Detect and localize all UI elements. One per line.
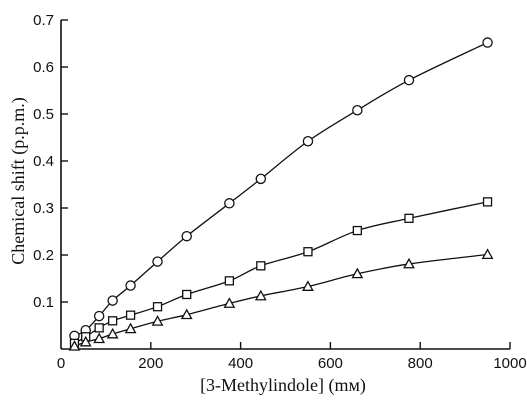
triangle-marker <box>79 335 92 347</box>
circle-marker <box>352 104 363 116</box>
y-tick-label: 0.1 <box>33 294 54 311</box>
square-marker <box>224 276 235 286</box>
axes: 0 200 400 600 800 1000 0.1 0.2 0.3 0.4 0.5 0.6 0.7 <box>33 12 527 372</box>
circle-marker <box>224 198 235 209</box>
square-marker <box>404 213 414 223</box>
y-tick-label: 0.4 <box>33 153 54 170</box>
fit-curves <box>74 41 488 347</box>
x-tick-label: 800 <box>408 355 433 372</box>
triangle-series-curve <box>74 253 488 347</box>
square-marker <box>94 323 104 333</box>
y-tick-label: 0.2 <box>33 247 54 264</box>
triangle-marker <box>68 340 81 351</box>
circle-marker <box>93 310 105 322</box>
triangle-marker <box>93 332 106 344</box>
circle-marker <box>482 37 493 48</box>
data-markers <box>68 37 494 351</box>
triangle-marker <box>180 308 193 320</box>
x-tick-label: 200 <box>138 355 163 372</box>
square-series-curve <box>74 201 488 344</box>
triangle-marker <box>223 297 236 308</box>
triangle-marker <box>403 257 415 269</box>
square-marker <box>125 310 136 320</box>
x-tick-label: 400 <box>228 355 253 372</box>
triangle-marker <box>151 315 164 326</box>
circle-marker <box>125 280 136 291</box>
x-tick-label: 0 <box>57 355 65 372</box>
triangle-marker <box>351 267 364 279</box>
square-marker <box>182 289 192 300</box>
x-tick-label: 1000 <box>493 355 526 372</box>
circle-marker <box>181 230 192 242</box>
y-axis-label: Chemical shift (p.p.m.) <box>8 97 29 264</box>
square-marker <box>303 247 313 257</box>
y-tick-label: 0.3 <box>33 200 54 217</box>
y-tick-label: 0.7 <box>33 12 54 29</box>
square-marker <box>482 197 493 207</box>
triangle-marker <box>124 322 137 334</box>
square-marker <box>256 261 266 271</box>
circle-marker <box>302 136 314 147</box>
triangle-marker <box>106 327 119 339</box>
circle-marker <box>107 295 118 306</box>
circle-marker <box>152 256 163 267</box>
circle-marker <box>255 173 267 185</box>
y-tick-label: 0.5 <box>33 106 54 123</box>
square-marker <box>352 225 362 236</box>
x-tick-label: 600 <box>318 355 343 372</box>
x-axis-label: [3-Methylindole] (mм) <box>200 375 366 396</box>
y-tick-label: 0.6 <box>33 59 54 76</box>
square-marker <box>152 302 163 312</box>
triangle-marker <box>481 248 494 260</box>
circle-marker <box>403 74 415 86</box>
triangle-marker <box>302 280 314 291</box>
triangle-marker <box>254 289 267 301</box>
square-marker <box>107 316 118 326</box>
